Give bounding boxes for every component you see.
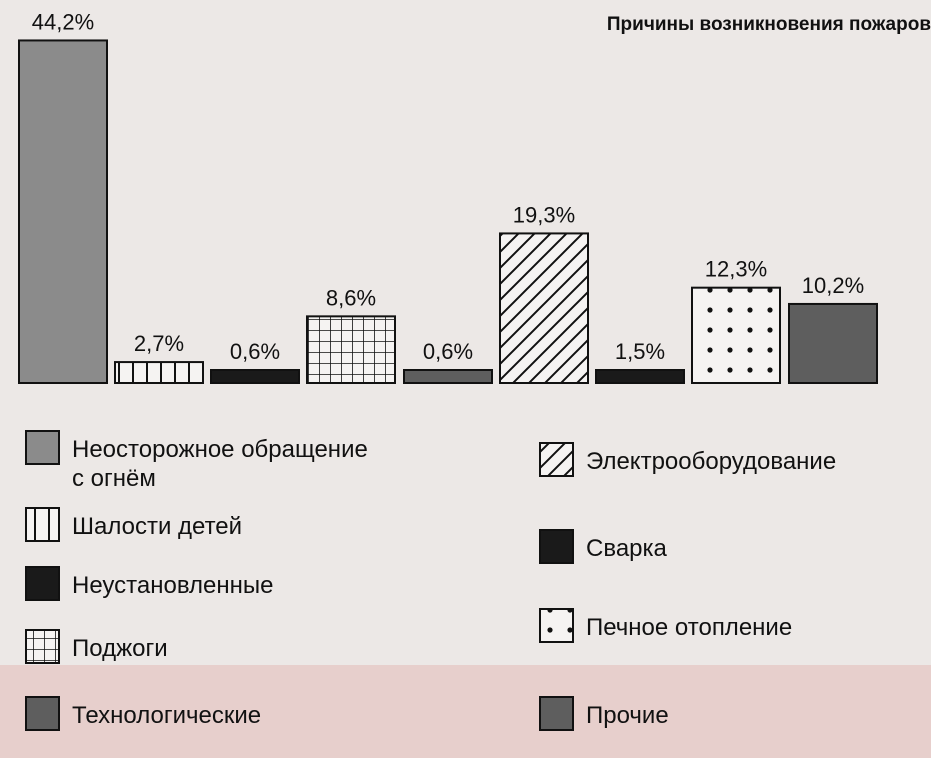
- legend-item-4: Поджоги: [25, 629, 168, 664]
- legend-label-8: Печное отопление: [586, 614, 792, 641]
- legend-swatch-7: [539, 529, 574, 564]
- bar-value-label-5: 0,6%: [423, 339, 473, 364]
- bar-value-label-8: 12,3%: [705, 257, 767, 282]
- legend-swatch-9: [539, 696, 574, 731]
- bar-3: [210, 369, 300, 384]
- bar-4: [306, 315, 396, 385]
- bar-6: [499, 232, 589, 384]
- bar-2: [114, 361, 204, 385]
- bar-1: [18, 39, 108, 384]
- legend-item-9: Прочие: [539, 696, 669, 731]
- legend-swatch-6: [539, 442, 574, 477]
- legend-swatch-4: [25, 629, 60, 664]
- legend-label-2: Шалости детей: [72, 513, 242, 540]
- bar-value-label-1: 44,2%: [32, 9, 94, 34]
- bar-value-label-9: 10,2%: [802, 273, 864, 298]
- legend-item-3: Неустановленные: [25, 566, 273, 601]
- legend-item-6: Электрооборудование: [539, 442, 836, 477]
- bar-5: [403, 369, 493, 384]
- chart-title: Причины возникновения пожаров: [606, 14, 931, 35]
- legend-label-1: Неосторожное обращение с огнём: [72, 436, 368, 492]
- legend-label-9: Прочие: [586, 702, 669, 729]
- legend-item-5: Технологические: [25, 696, 261, 731]
- bar-value-label-7: 1,5%: [615, 339, 665, 364]
- bar-value-label-3: 0,6%: [230, 339, 280, 364]
- bar-8: [691, 286, 781, 384]
- bottom-band: [0, 665, 931, 758]
- bar-value-label-4: 8,6%: [326, 285, 376, 310]
- legend-swatch-8: [539, 608, 574, 643]
- legend-swatch-3: [25, 566, 60, 601]
- legend-item-7: Сварка: [539, 529, 668, 564]
- legend-label-3: Неустановленные: [72, 572, 273, 599]
- bar-value-label-6: 19,3%: [513, 202, 575, 227]
- legend-label-7: Сварка: [586, 535, 668, 562]
- legend-swatch-5: [25, 696, 60, 731]
- legend-label-6: Электрооборудование: [586, 448, 836, 475]
- legend-item-8: Печное отопление: [539, 608, 792, 643]
- legend-swatch-2: [25, 507, 60, 542]
- bar-value-label-2: 2,7%: [134, 331, 184, 356]
- bar-9: [788, 302, 878, 385]
- bar-7: [595, 369, 685, 384]
- legend-item-2: Шалости детей: [25, 507, 242, 542]
- legend-label-4: Поджоги: [72, 635, 168, 662]
- legend-item-1: Неосторожное обращение с огнём: [25, 430, 368, 492]
- legend-swatch-1: [25, 430, 60, 465]
- legend-label-5: Технологические: [72, 702, 261, 729]
